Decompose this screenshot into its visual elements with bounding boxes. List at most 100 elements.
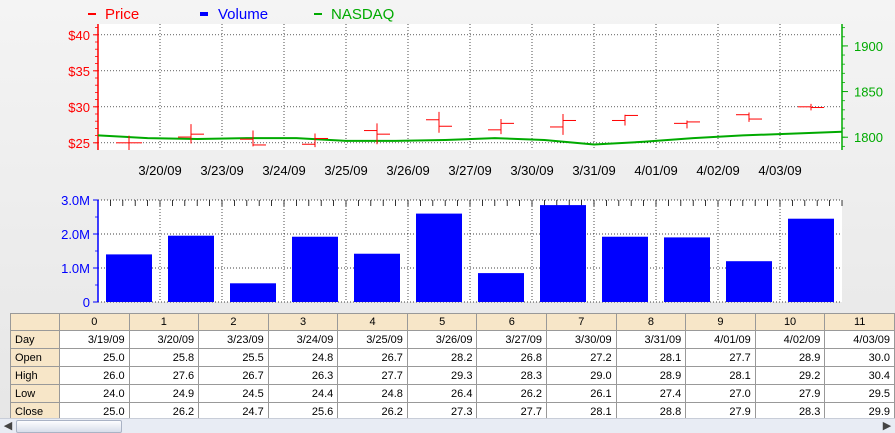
table-cell: 24.4 [267,384,339,403]
date-tick-label: 4/01/09 [634,163,677,178]
table-cell: 28.1 [685,366,756,385]
table-cell: 29.0 [546,366,617,385]
table-cell: 24.0 [59,384,130,403]
table-cell: 29.5 [824,384,895,403]
table-cell: 28.2 [406,348,478,367]
table-cell: 4/03/09 [824,330,895,349]
table-cell: 25.5 [198,348,269,367]
volume-bar [788,218,834,302]
table-row: Close 25.0 26.2 24.7 25.6 26.2 27.3 27.7 28.1 28.… [10,402,895,421]
nasdaq-tick-label: 1850 [854,85,883,100]
table-cell: 27.0 [685,384,756,403]
row-header: High [10,366,60,385]
table-cell: 28.9 [615,366,687,385]
row-header: Day [10,330,60,349]
column-header: 11 [824,313,895,331]
scroll-left-icon[interactable]: ◀ [3,419,13,432]
table-cell: 26.2 [476,384,548,403]
table-cell: 3/27/09 [476,330,548,349]
table-cell: 3/24/09 [267,330,339,349]
column-header: 7 [546,313,617,331]
table-cell: 4/02/09 [754,330,826,349]
table-cell: 28.3 [476,366,548,385]
price-ohlc-marks [116,103,824,150]
table-cell: 27.4 [615,384,687,403]
table-row: Open 25.0 25.8 25.5 24.8 26.7 28.2 26.8 27.2 28.1… [10,348,895,367]
row-header: Low [10,384,60,403]
column-header: 0 [59,313,130,331]
price-tick-label: $35 [68,64,90,79]
table-header-row: 0 1 2 3 4 5 6 7 8 9 10 11 [10,313,895,331]
table-cell: 26.8 [476,348,548,367]
scroll-thumb[interactable] [16,420,122,433]
column-header: 6 [476,313,548,331]
date-tick-label: 4/03/09 [758,163,801,178]
table-cell: 26.2 [128,402,200,421]
volume-bar [230,283,276,302]
table-cell: 27.9 [754,384,826,403]
table-cell: 27.2 [546,348,617,367]
scroll-right-icon[interactable]: ▶ [882,419,892,432]
table-cell: 29.2 [754,366,826,385]
horizontal-scrollbar[interactable]: ◀ ▶ [0,418,895,433]
volume-bar [292,236,338,302]
price-tick-label: $30 [68,100,90,115]
table-row: High 26.0 27.6 26.7 26.3 27.7 29.3 28.3 29.0 28.9… [10,366,895,385]
table-cell: 24.8 [267,348,339,367]
legend-volume-label: Volume [218,6,268,23]
table-cell: 26.4 [406,384,478,403]
volume-bar [416,213,462,302]
table-cell: 26.7 [337,348,408,367]
table-cell: 26.7 [198,366,269,385]
table-cell: 24.8 [337,384,408,403]
price-tick-label: $40 [68,28,90,43]
table-cell: 4/01/09 [685,330,756,349]
column-header: 4 [337,313,408,331]
table-cell: 29.3 [406,366,478,385]
table-cell: 26.3 [267,366,339,385]
nasdaq-right-ticks: 1800 1850 1900 [842,27,883,147]
date-tick-label: 3/26/09 [386,163,429,178]
table-cell: 30.4 [824,366,895,385]
table-cell: 3/26/09 [406,330,478,349]
volume-bar [602,236,648,302]
table-cell: 25.0 [59,348,130,367]
table-cell: 25.0 [59,402,130,421]
volume-bar [540,205,586,302]
table-cell: 27.9 [685,402,756,421]
volume-bar [726,261,772,302]
table-cell: 3/25/09 [337,330,408,349]
volume-tick-label: 0 [83,295,90,310]
table-cell: 27.7 [476,402,548,421]
table-row: Low 24.0 24.9 24.5 24.4 24.8 26.4 26.2 26.1 27.4 2… [10,384,895,403]
column-header: 3 [267,313,339,331]
volume-tick-label: 2.0M [61,227,90,242]
table-cell: 3/20/09 [128,330,200,349]
table-cell: 26.1 [546,384,617,403]
table-cell: 3/31/09 [615,330,687,349]
date-tick-label: 3/23/09 [200,163,243,178]
date-tick-label: 3/24/09 [262,163,305,178]
volume-tick-label: 1.0M [61,261,90,276]
volume-bar [478,273,524,302]
nasdaq-tick-label: 1800 [854,130,883,145]
volume-bar [354,253,400,302]
table-cell: 27.6 [128,366,200,385]
table-cell: 28.1 [615,348,687,367]
volume-bar [168,235,214,302]
table-cell: 25.8 [128,348,200,367]
table-cell: 27.7 [337,366,408,385]
price-left-ticks: $25 $30 $35 $40 [68,27,98,151]
table-cell: 28.3 [754,402,826,421]
column-header: 8 [615,313,687,331]
table-corner [10,313,60,331]
column-header: 9 [685,313,756,331]
date-tick-label: 3/30/09 [510,163,553,178]
table-cell: 24.9 [128,384,200,403]
table-cell: 28.9 [754,348,826,367]
legend: Price Volume NASDAQ [88,6,394,23]
table-cell: 24.5 [198,384,269,403]
table-cell: 26.2 [337,402,408,421]
legend-price-label: Price [105,6,139,23]
date-tick-label: 3/25/09 [324,163,367,178]
